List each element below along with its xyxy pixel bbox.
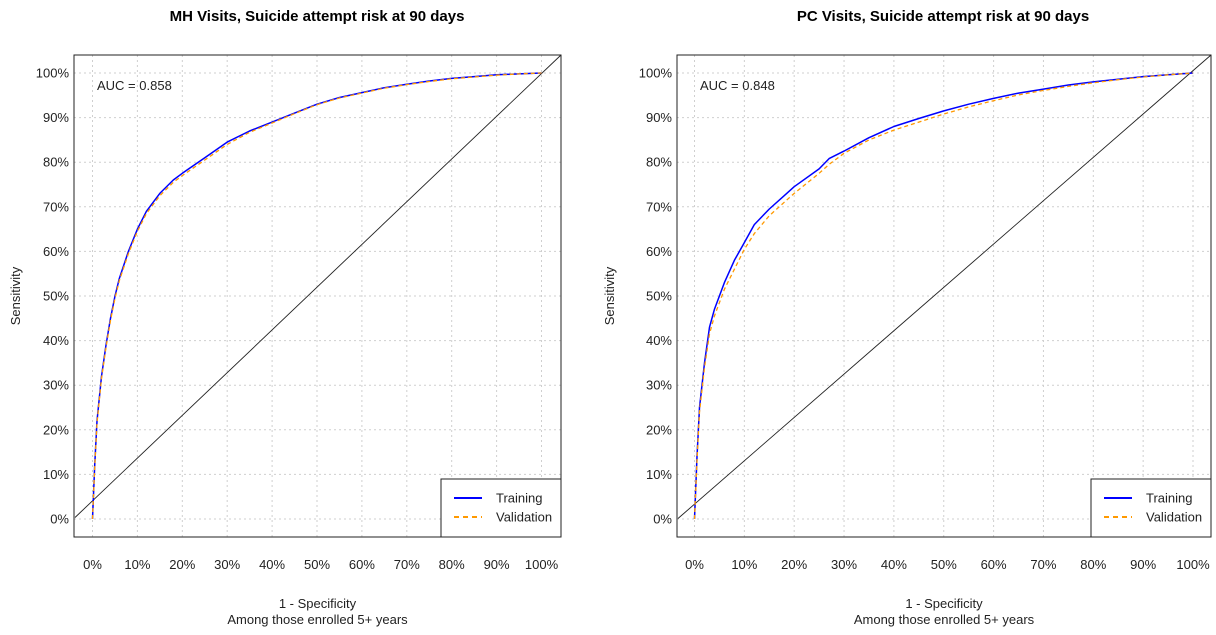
- x-tick-label: 40%: [259, 557, 285, 572]
- x-axis-label: 1 - Specificity: [905, 596, 983, 611]
- y-tick-label: 10%: [43, 467, 69, 482]
- plot-frame: [676, 54, 1212, 538]
- y-axis-label: Sensitivity: [8, 266, 23, 325]
- x-tick-label: 30%: [831, 557, 857, 572]
- x-tick-label: 90%: [484, 557, 510, 572]
- chart-1: MH Visits, Suicide attempt risk at 90 da…: [8, 8, 562, 627]
- y-tick-label: 80%: [43, 155, 69, 170]
- legend-label-validation: Validation: [496, 510, 552, 525]
- legend-box: [1090, 478, 1212, 538]
- y-tick-label: 50%: [646, 289, 672, 304]
- x-tick-label: 50%: [931, 557, 957, 572]
- x-tick-label: 10%: [731, 557, 757, 572]
- y-tick-label: 0%: [653, 512, 672, 527]
- y-tick-label: 90%: [43, 110, 69, 125]
- chart-2: PC Visits, Suicide attempt risk at 90 da…: [602, 8, 1212, 627]
- x-axis-sublabel: Among those enrolled 5+ years: [854, 612, 1035, 627]
- x-tick-label: 60%: [349, 557, 375, 572]
- series-line-training: [693, 72, 1194, 520]
- auc-annotation: AUC = 0.858: [97, 78, 172, 93]
- chart-title: PC Visits, Suicide attempt risk at 90 da…: [797, 8, 1089, 25]
- x-axis-label: 1 - Specificity: [279, 596, 357, 611]
- legend-label-training: Training: [1146, 491, 1192, 506]
- auc-annotation: AUC = 0.848: [700, 78, 775, 93]
- y-tick-label: 100%: [639, 66, 673, 81]
- x-tick-label: 80%: [1080, 557, 1106, 572]
- y-tick-label: 20%: [43, 422, 69, 437]
- y-tick-label: 60%: [646, 244, 672, 259]
- x-tick-label: 20%: [169, 557, 195, 572]
- x-tick-label: 60%: [981, 557, 1007, 572]
- x-tick-label: 40%: [881, 557, 907, 572]
- y-tick-label: 40%: [43, 333, 69, 348]
- x-tick-label: 20%: [781, 557, 807, 572]
- x-tick-label: 50%: [304, 557, 330, 572]
- x-tick-label: 100%: [1176, 557, 1210, 572]
- y-tick-label: 30%: [646, 378, 672, 393]
- x-tick-label: 100%: [525, 557, 559, 572]
- x-tick-label: 70%: [394, 557, 420, 572]
- y-tick-label: 30%: [43, 378, 69, 393]
- y-tick-label: 70%: [43, 199, 69, 214]
- x-tick-label: 0%: [685, 557, 704, 572]
- y-tick-label: 0%: [50, 512, 69, 527]
- y-tick-label: 40%: [646, 333, 672, 348]
- x-tick-label: 80%: [439, 557, 465, 572]
- y-tick-label: 20%: [646, 422, 672, 437]
- reference-diagonal: [677, 54, 1212, 519]
- x-axis-sublabel: Among those enrolled 5+ years: [227, 612, 408, 627]
- legend-label-validation: Validation: [1146, 510, 1202, 525]
- series-line-validation: [91, 72, 542, 520]
- y-tick-label: 90%: [646, 110, 672, 125]
- y-tick-label: 10%: [646, 467, 672, 482]
- y-tick-label: 100%: [36, 66, 70, 81]
- legend: Training Validation: [1090, 478, 1212, 538]
- reference-diagonal: [74, 54, 562, 518]
- x-tick-label: 70%: [1030, 557, 1056, 572]
- x-tick-label: 30%: [214, 557, 240, 572]
- y-tick-label: 50%: [43, 289, 69, 304]
- legend-box: [440, 478, 562, 538]
- y-tick-label: 60%: [43, 244, 69, 259]
- y-tick-label: 80%: [646, 155, 672, 170]
- x-tick-label: 90%: [1130, 557, 1156, 572]
- y-tick-label: 70%: [646, 199, 672, 214]
- series-line-validation: [693, 72, 1194, 520]
- x-tick-label: 10%: [124, 557, 150, 572]
- legend: Training Validation: [440, 478, 562, 538]
- x-tick-label: 0%: [83, 557, 102, 572]
- y-axis-label: Sensitivity: [602, 266, 617, 325]
- chart-title: MH Visits, Suicide attempt risk at 90 da…: [170, 8, 465, 25]
- legend-label-training: Training: [496, 491, 542, 506]
- plot-frame: [73, 54, 562, 538]
